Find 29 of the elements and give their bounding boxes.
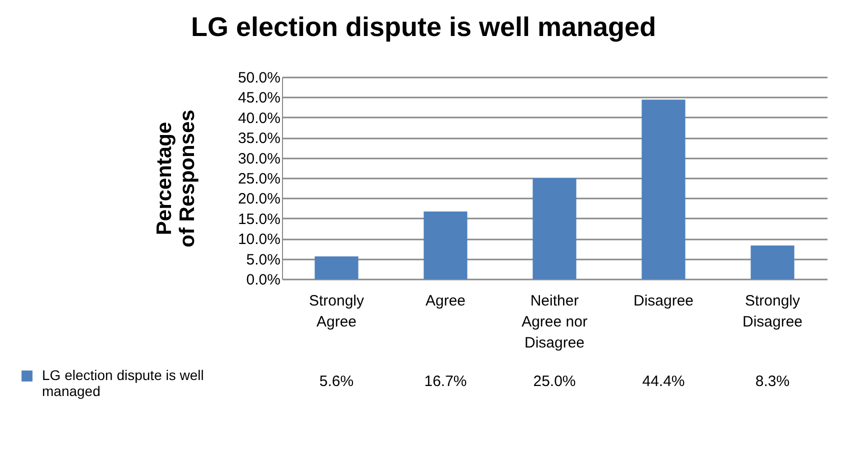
data-label: 25.0%: [533, 373, 576, 390]
bar: [642, 100, 686, 279]
y-tick-label: 50.0%: [238, 70, 280, 86]
y-tick-label: 0.0%: [246, 272, 280, 288]
x-tick-label: Strongly Disagree: [742, 292, 803, 330]
data-label: 16.7%: [424, 373, 467, 390]
y-tick-label: 20.0%: [238, 190, 280, 208]
data-label: 5.6%: [319, 373, 354, 390]
y-axis-title: Percentage of Responses: [152, 110, 199, 248]
y-tick-label: 30.0%: [238, 150, 280, 168]
x-tick-label: Strongly Agree: [308, 292, 365, 330]
y-tick-label: 15.0%: [238, 210, 280, 228]
bar: [314, 256, 358, 279]
x-tick-label: Disagree: [633, 292, 694, 310]
y-tick-label: 25.0%: [238, 170, 280, 188]
y-tick-label: 45.0%: [238, 90, 280, 107]
data-label: 44.4%: [642, 373, 685, 390]
bar: [750, 245, 794, 279]
data-label: 8.3%: [755, 373, 790, 390]
legend-label: LG election dispute is well managed: [42, 367, 204, 399]
y-tick-label: 5.0%: [246, 251, 280, 268]
y-tick-label: 40.0%: [238, 110, 280, 127]
bar: [532, 178, 576, 279]
bar: [424, 212, 468, 279]
y-tick-label: 10.0%: [238, 231, 280, 248]
chart-title: LG election dispute is well managed: [190, 12, 656, 42]
x-tick-label: Agree: [425, 292, 466, 310]
y-tick-label: 35.0%: [238, 130, 280, 148]
x-tick-label: Neither Agree nor Disagree: [522, 292, 588, 352]
